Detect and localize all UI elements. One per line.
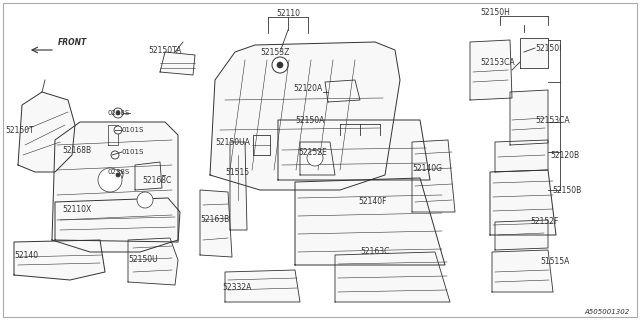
Text: 52152F: 52152F [530,218,558,227]
Polygon shape [520,38,548,68]
Text: 52150UA: 52150UA [215,138,250,147]
Polygon shape [295,178,445,265]
Text: 52163C: 52163C [360,247,389,257]
Circle shape [111,151,119,159]
Circle shape [307,150,323,166]
Text: 0238S: 0238S [107,110,129,116]
Text: 51515A: 51515A [540,258,570,267]
Polygon shape [14,240,105,280]
Circle shape [113,108,123,118]
Polygon shape [495,220,548,250]
Text: A505001302: A505001302 [585,309,630,315]
Circle shape [113,170,123,180]
Text: 52152E: 52152E [298,148,327,156]
Polygon shape [200,190,232,257]
Text: 52153CA: 52153CA [480,58,515,67]
Circle shape [116,173,120,177]
Polygon shape [18,92,75,172]
Text: 52110: 52110 [276,9,300,18]
Text: 52120A: 52120A [294,84,323,92]
Text: 52150H: 52150H [480,7,510,17]
Circle shape [98,168,122,192]
Polygon shape [253,135,270,155]
Polygon shape [470,40,512,100]
Text: 52163B: 52163B [200,215,229,225]
Text: 52140F: 52140F [358,197,387,206]
Polygon shape [52,122,178,252]
Text: 52150I: 52150I [535,44,561,52]
Text: 0101S: 0101S [122,149,145,155]
Polygon shape [300,142,335,175]
Polygon shape [510,90,548,145]
Text: 52153Z: 52153Z [260,47,289,57]
Polygon shape [492,250,553,292]
Text: 52140G: 52140G [412,164,442,172]
Polygon shape [335,252,450,302]
Polygon shape [160,52,195,75]
Text: 52120B: 52120B [550,150,579,159]
Text: 52168B: 52168B [62,146,91,155]
Text: 52110X: 52110X [62,205,92,214]
Circle shape [272,57,288,73]
Text: 52140: 52140 [14,251,38,260]
Polygon shape [225,270,300,302]
Circle shape [114,126,122,134]
Polygon shape [135,162,162,190]
Circle shape [137,192,153,208]
Circle shape [116,111,120,115]
Polygon shape [230,142,247,230]
Polygon shape [490,170,556,235]
Polygon shape [495,140,548,172]
Text: 0238S: 0238S [107,169,129,175]
Polygon shape [210,42,400,190]
Text: FRONT: FRONT [58,37,87,46]
Polygon shape [55,198,180,242]
Polygon shape [325,80,360,102]
Text: 52150U: 52150U [128,255,157,265]
Text: 52153CA: 52153CA [535,116,570,124]
Polygon shape [412,140,455,212]
Text: 52150TA: 52150TA [148,45,181,54]
Text: 52332A: 52332A [222,284,252,292]
Circle shape [277,62,283,68]
Text: 52150B: 52150B [552,186,581,195]
Text: 52150T: 52150T [5,125,34,134]
Text: 51515: 51515 [225,167,249,177]
Polygon shape [108,125,118,145]
Text: 52168C: 52168C [142,175,172,185]
Text: 52150A: 52150A [295,116,324,124]
Polygon shape [278,120,430,180]
Text: 0101S: 0101S [122,127,145,133]
Polygon shape [128,238,178,285]
